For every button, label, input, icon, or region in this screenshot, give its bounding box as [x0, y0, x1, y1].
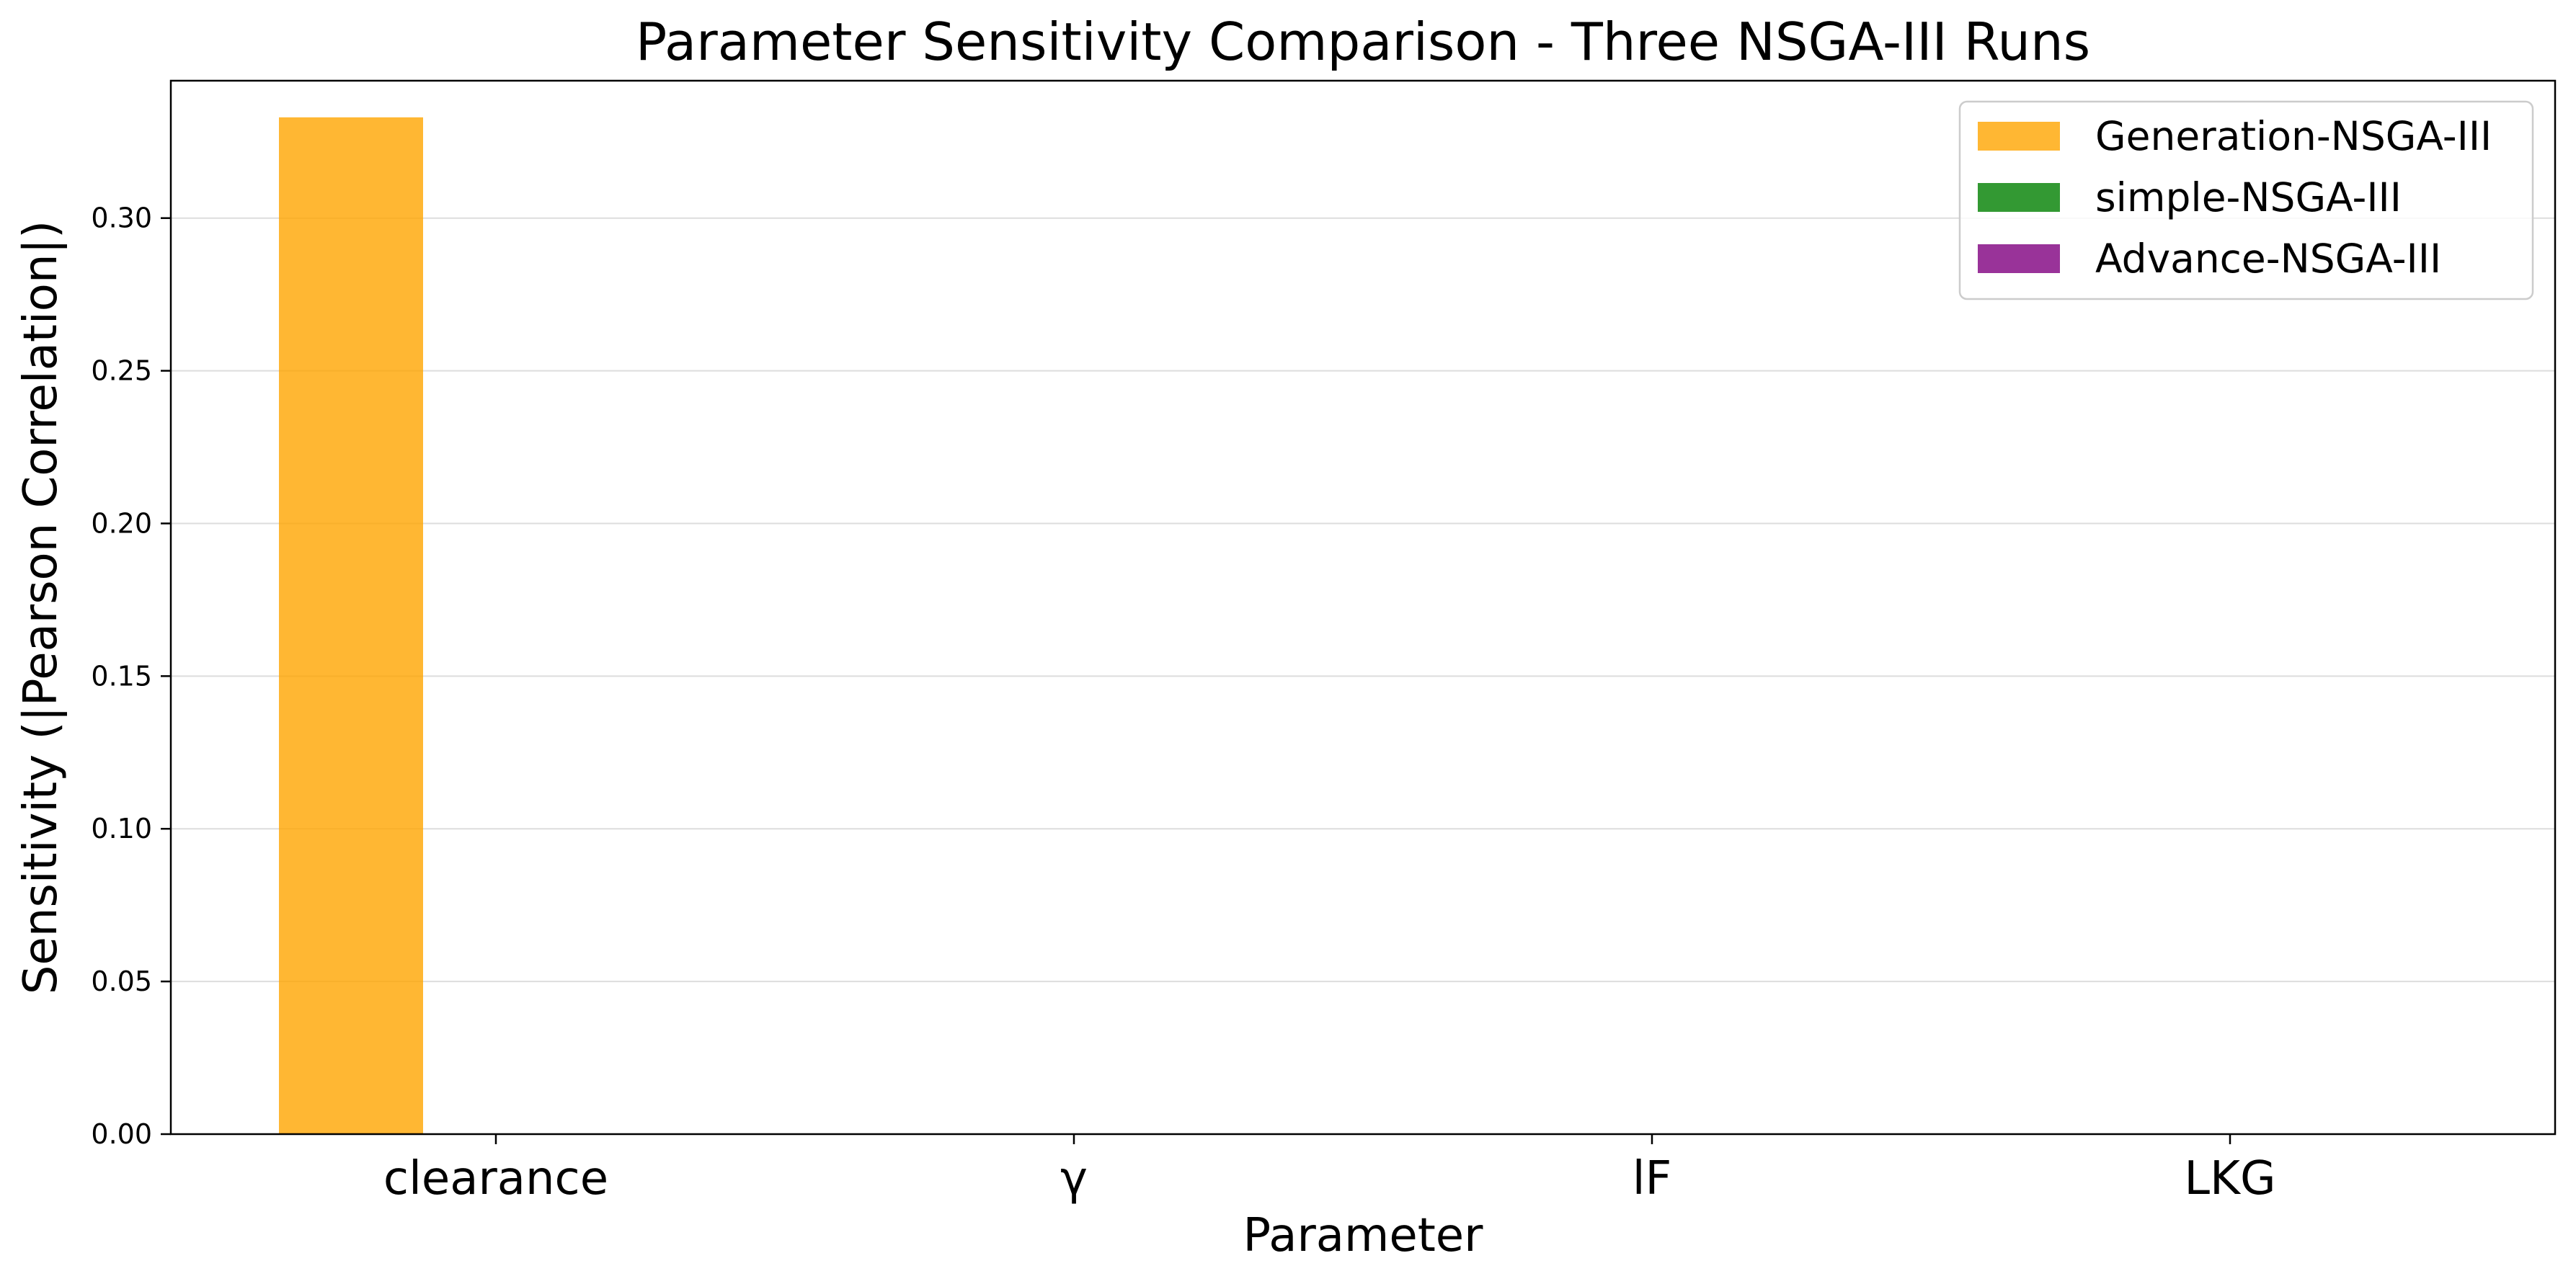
legend-label: Advance-NSGA-III	[2095, 236, 2441, 282]
bars	[279, 117, 423, 1134]
chart-title: Parameter Sensitivity Comparison - Three…	[636, 12, 2090, 72]
y-tick-label: 0.15	[91, 660, 152, 692]
x-axis-label: Parameter	[1243, 1209, 1484, 1262]
legend-swatch	[1978, 244, 2060, 273]
y-tick-label: 0.10	[91, 813, 152, 844]
x-axis: clearance γ lF LKG	[383, 1134, 2276, 1205]
legend: Generation-NSGA-III simple-NSGA-III Advanc…	[1958, 100, 2534, 300]
y-axis-label: Sensitivity (|Pearson Correlation|)	[14, 220, 68, 994]
y-axis: 0.00 0.05 0.10 0.15 0.20 0.25 0.30	[91, 202, 171, 1150]
grid-lines	[171, 217, 2555, 983]
y-tick-label: 0.00	[91, 1118, 152, 1150]
bar-generation-nsga-iii-0	[279, 117, 423, 1134]
y-tick-label: 0.05	[91, 966, 152, 997]
y-tick-label: 0.25	[91, 355, 152, 387]
x-tick-label: clearance	[383, 1152, 608, 1205]
y-tick-label: 0.30	[91, 202, 152, 234]
plot-area-frame	[169, 79, 2557, 1136]
x-tick-label: lF	[1633, 1152, 1672, 1205]
legend-swatch	[1978, 122, 2060, 151]
legend-label: simple-NSGA-III	[2095, 174, 2402, 220]
legend-label: Generation-NSGA-III	[2095, 113, 2492, 159]
y-tick-label: 0.20	[91, 507, 152, 539]
legend-frame	[1958, 100, 2534, 300]
x-tick-label: γ	[1060, 1152, 1088, 1205]
legend-swatch	[1978, 183, 2060, 212]
x-tick-label: LKG	[2184, 1152, 2275, 1205]
